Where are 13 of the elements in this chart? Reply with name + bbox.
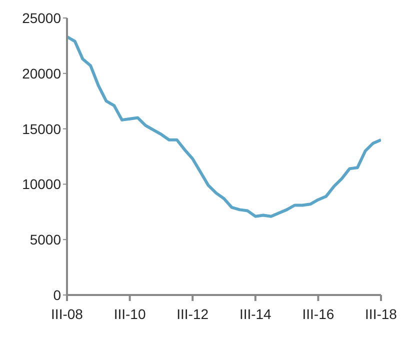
y-tick-label: 5000 (30, 232, 62, 248)
x-tick-label: III-08 (51, 306, 84, 322)
x-tick-label: III-12 (176, 306, 209, 322)
x-tick-label: III-18 (365, 306, 398, 322)
y-tick-label: 0 (53, 286, 62, 303)
line-series (67, 35, 381, 218)
y-tick-label: 10000 (22, 176, 62, 192)
y-tick-label: 20000 (22, 65, 62, 82)
x-tick-label: III-16 (302, 306, 334, 322)
x-tick-label: III-14 (239, 306, 272, 322)
y-tick-label: 25000 (22, 10, 62, 26)
y-tick-label: 15000 (22, 120, 62, 137)
x-tick-label: III-10 (114, 306, 146, 322)
